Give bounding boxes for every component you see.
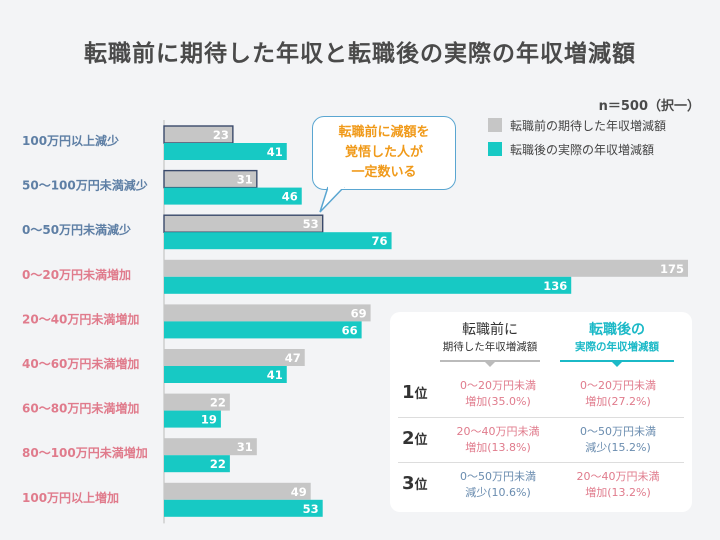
rank-1-after: 0～20万円未満 増加(27.2%) (580, 379, 656, 408)
bar-after (164, 143, 287, 160)
value-label-after: 41 (267, 368, 283, 382)
rank-number: 2位 (402, 428, 428, 449)
bar-before (164, 438, 257, 456)
category-label: 50～100万円未満減少 (22, 178, 148, 193)
chart-title: 転職前に期待した年収と転職後の実際の年収増減額 (84, 41, 636, 67)
value-label-after: 76 (372, 234, 388, 248)
category-label: 40～60万円未満増加 (22, 356, 139, 371)
ranking-header-before-line2: 期待した年収増減額 (442, 341, 538, 353)
legend-item-before: 転職前の期待した年収増減額 (488, 113, 666, 137)
value-label-before: 175 (660, 262, 684, 276)
ranking-header-after-line1: 転職後の (589, 322, 645, 338)
callout-line-1: 転職前に減額を (338, 125, 430, 140)
value-label-before: 49 (291, 485, 307, 499)
bar-before (164, 349, 305, 366)
bar-after (164, 366, 287, 383)
category-label: 0～20万円未満増加 (22, 267, 131, 282)
rank-2-before: 20～40万円未満 増加(13.8%) (456, 425, 540, 454)
value-label-after: 46 (282, 190, 298, 204)
value-label-after: 53 (303, 502, 319, 516)
rank-number: 1位 (402, 382, 428, 403)
value-label-after: 41 (267, 145, 283, 159)
bar-before (164, 393, 230, 411)
legend-swatch-after (488, 142, 502, 156)
bar-before (164, 259, 688, 277)
bar-after (164, 232, 392, 250)
legend-swatch-before (488, 118, 502, 132)
legend: 転職前の期待した年収増減額 転職後の実際の年収増減額 (488, 113, 666, 161)
bar-after (164, 455, 230, 473)
header-underline-after (560, 360, 674, 362)
callout-bubble: 転職前に減額を 覚悟した人が 一定数いる (312, 116, 456, 190)
bar-before (163, 214, 324, 233)
legend-label-after: 転職後の実際の年収増減額 (510, 142, 655, 157)
sample-size-note: n＝500（択一） (598, 99, 700, 114)
ranking-header-after-line2: 実際の年収増減額 (575, 341, 659, 353)
rank-3-after: 20～40万円未満 増加(13.2%) (576, 470, 660, 499)
category-label: 100万円以上減少 (22, 133, 119, 148)
bar-before (164, 482, 311, 500)
category-label: 100万円以上増加 (22, 490, 119, 505)
ranking-row-3: 3位 0～50万円未満 減少(10.6%) 20～40万円未満 増加(13.2%) (398, 462, 684, 509)
rank-2-after: 0～50万円未満 減少(15.2%) (580, 425, 656, 454)
callout-tail (319, 186, 345, 213)
value-label-after: 66 (342, 323, 358, 337)
ranking-header-after: 転職後の 実際の年収増減額 (558, 322, 676, 356)
header-pointer-after (612, 362, 622, 367)
value-label-before: 69 (351, 306, 367, 320)
legend-item-after: 転職後の実際の年収増減額 (488, 137, 666, 161)
bar-after (164, 187, 302, 205)
ranking-header-before-line1: 転職前に (462, 322, 518, 338)
callout-line-3: 一定数いる (351, 165, 417, 180)
header-underline-before (440, 360, 540, 362)
value-label-before: 47 (285, 351, 301, 365)
callout-line-2: 覚悟した人が (344, 145, 423, 160)
ranking-header-before: 転職前に 期待した年収増減額 (436, 322, 544, 356)
bar-after (164, 499, 323, 517)
value-label-before: 31 (237, 440, 253, 454)
bar-after (164, 321, 362, 339)
ranking-row-1: 1位 0～20万円未満 増加(35.0%) 0～20万円未満 増加(27.2%) (398, 372, 684, 418)
value-label-before: 31 (237, 173, 253, 187)
value-label-before: 23 (213, 128, 229, 142)
bar-after (164, 410, 221, 428)
rank-number: 3位 (402, 473, 428, 494)
ranking-row-2: 2位 20～40万円未満 増加(13.8%) 0～50万円未満 減少(15.2%) (398, 417, 684, 464)
header-pointer-before (485, 362, 495, 367)
bar-after (164, 276, 572, 294)
value-label-after: 136 (543, 279, 567, 293)
rank-1-before: 0～20万円未満 増加(35.0%) (460, 379, 536, 408)
category-label: 0～50万円未満減少 (22, 222, 131, 237)
value-label-before: 53 (303, 217, 319, 231)
bar-before (164, 304, 371, 322)
legend-label-before: 転職前の期待した年収増減額 (510, 118, 667, 133)
value-label-after: 19 (201, 413, 217, 427)
category-label: 60～80万円未満増加 (22, 401, 139, 416)
category-label: 80～100万円未満増加 (22, 445, 148, 460)
ranking-card: 転職前に 期待した年収増減額 転職後の 実際の年収増減額 1位 0～20万円未満… (390, 312, 692, 512)
value-label-after: 22 (210, 457, 226, 471)
rank-3-before: 0～50万円未満 減少(10.6%) (460, 470, 536, 499)
value-label-before: 22 (210, 396, 226, 410)
category-label: 20～40万円未満増加 (22, 311, 139, 326)
